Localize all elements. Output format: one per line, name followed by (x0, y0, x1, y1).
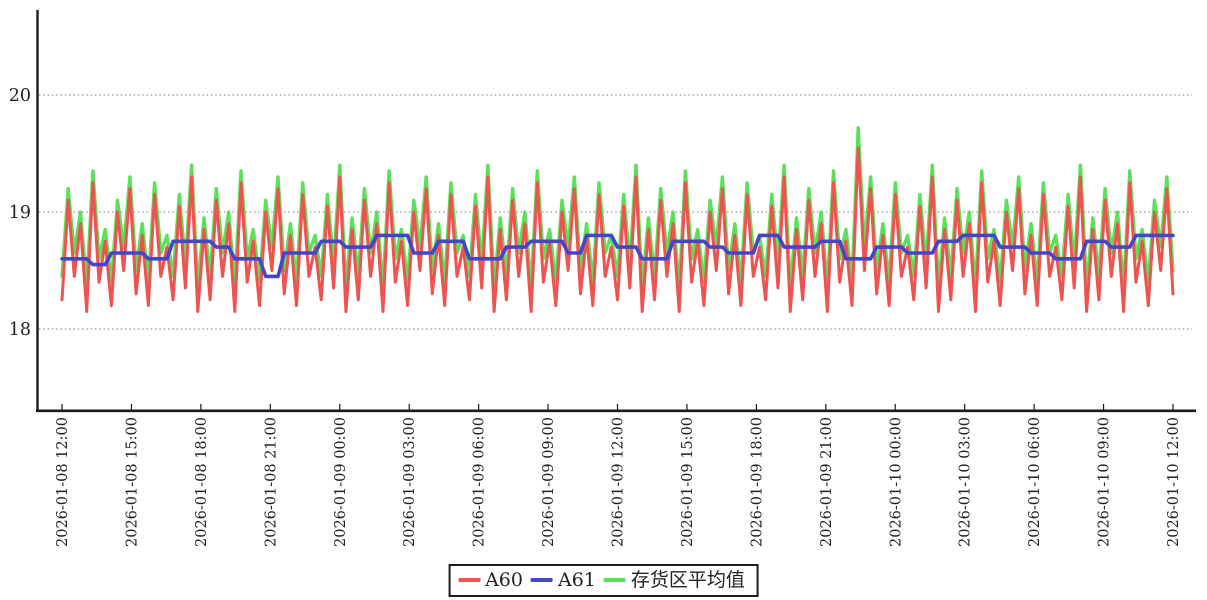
legend-swatch-average (603, 578, 626, 582)
x-axis-label: 2026-01-09 09:00 (541, 417, 557, 547)
legend: A60 A61 存货区平均值 (448, 564, 759, 597)
legend-item-average[interactable]: 存货区平均值 (603, 568, 745, 592)
x-axis-label: 2026-01-10 03:00 (958, 417, 974, 547)
x-axis-label: 2026-01-09 15:00 (680, 417, 696, 547)
legend-label-a61: A61 (557, 569, 596, 591)
x-axis-label: 2026-01-10 00:00 (888, 417, 904, 547)
legend-item-a61[interactable]: A61 (530, 568, 596, 592)
legend-label-average: 存货区平均值 (630, 569, 745, 591)
legend-swatch-a60 (458, 578, 481, 582)
x-axis-label: 2026-01-09 03:00 (402, 417, 418, 547)
series-line-a61 (60, 233, 1175, 279)
x-axis-label: 2026-01-08 12:00 (55, 417, 71, 547)
x-axis-label: 2026-01-08 21:00 (263, 417, 279, 547)
x-axis-label: 2026-01-08 15:00 (124, 417, 140, 547)
x-axis-label: 2026-01-09 21:00 (819, 417, 835, 547)
legend-label-a60: A60 (485, 569, 523, 591)
series-line-a60 (60, 146, 1175, 313)
x-axis-label: 2026-01-09 12:00 (611, 417, 627, 547)
legend-item-a60[interactable]: A60 (458, 568, 523, 592)
x-axis-label: 2026-01-08 18:00 (194, 417, 210, 547)
x-axis-label: 2026-01-09 06:00 (472, 417, 488, 547)
series-line-average (60, 126, 1175, 290)
y-axis-label-19: 19 (9, 203, 31, 223)
x-axis-label: 2026-01-10 09:00 (1097, 417, 1113, 547)
y-axis-label-20: 20 (9, 86, 31, 106)
x-axis-label: 2026-01-10 12:00 (1166, 417, 1182, 547)
y-axis-label-18: 18 (9, 320, 31, 340)
x-axis-label: 2026-01-10 06:00 (1027, 417, 1043, 547)
legend-swatch-a61 (530, 578, 553, 582)
x-axis-label: 2026-01-09 00:00 (333, 417, 349, 547)
x-axis-label: 2026-01-09 18:00 (749, 417, 765, 547)
